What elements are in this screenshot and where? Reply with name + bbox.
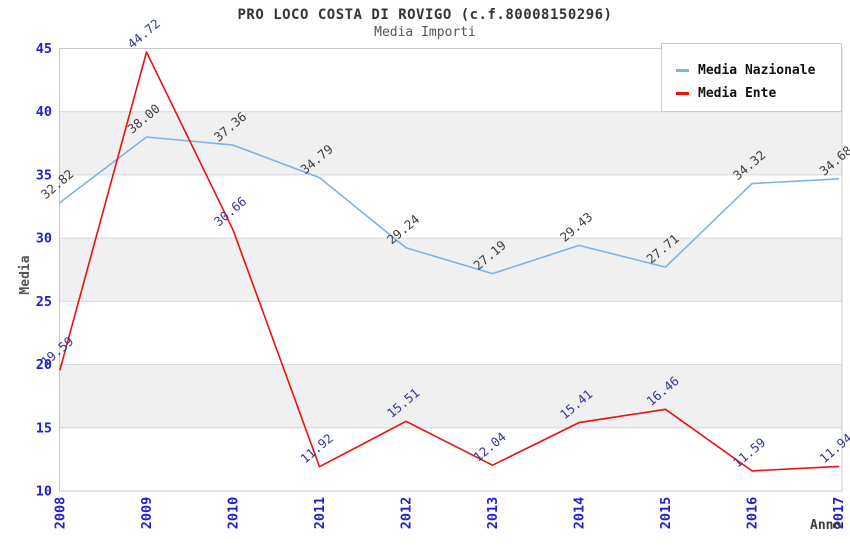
svg-text:2014: 2014	[572, 497, 588, 530]
y-axis-title: Media	[17, 255, 33, 295]
svg-text:2017: 2017	[831, 497, 847, 530]
svg-text:45: 45	[36, 41, 52, 57]
plot-border	[59, 48, 843, 492]
legend-line-marker-blue	[676, 69, 689, 72]
legend-label: Media Ente	[698, 86, 777, 101]
svg-text:15: 15	[36, 420, 52, 436]
svg-text:2010: 2010	[226, 497, 242, 530]
svg-text:20: 20	[36, 357, 52, 373]
svg-text:2013: 2013	[485, 497, 501, 530]
chart-subtitle: Media Importi	[374, 25, 476, 40]
svg-text:2011: 2011	[312, 497, 328, 530]
svg-text:2015: 2015	[658, 497, 674, 530]
x-axis-tick-labels: 2008 2009 2010 2011 2012 2013 2014 2015 2016 2017	[53, 497, 848, 530]
chart-title: PRO LOCO COSTA DI ROVIGO (c.f.8000815029…	[237, 7, 613, 23]
legend: Media Nazionale Media Ente	[661, 43, 842, 112]
series-line-media-ente	[59, 51, 840, 472]
svg-text:2016: 2016	[745, 497, 761, 530]
x-axis-title: Anno	[810, 518, 842, 533]
legend-item-media-nazionale: Media Nazionale	[676, 59, 841, 82]
svg-text:30: 30	[36, 231, 52, 247]
svg-text:40: 40	[36, 104, 52, 120]
svg-text:2012: 2012	[399, 497, 415, 530]
svg-text:2008: 2008	[53, 497, 69, 530]
svg-text:35: 35	[36, 167, 52, 183]
legend-line-marker-red	[676, 92, 689, 95]
legend-item-media-ente: Media Ente	[676, 82, 841, 105]
y-axis-tick-labels: 45 40 35 30 25 20 15 10	[36, 41, 52, 500]
svg-text:2009: 2009	[139, 497, 155, 530]
plot-bands	[59, 48, 842, 491]
svg-text:44.72: 44.72	[124, 16, 162, 52]
svg-text:25: 25	[36, 294, 52, 310]
legend-label: Media Nazionale	[698, 63, 816, 78]
svg-text:10: 10	[36, 484, 52, 500]
